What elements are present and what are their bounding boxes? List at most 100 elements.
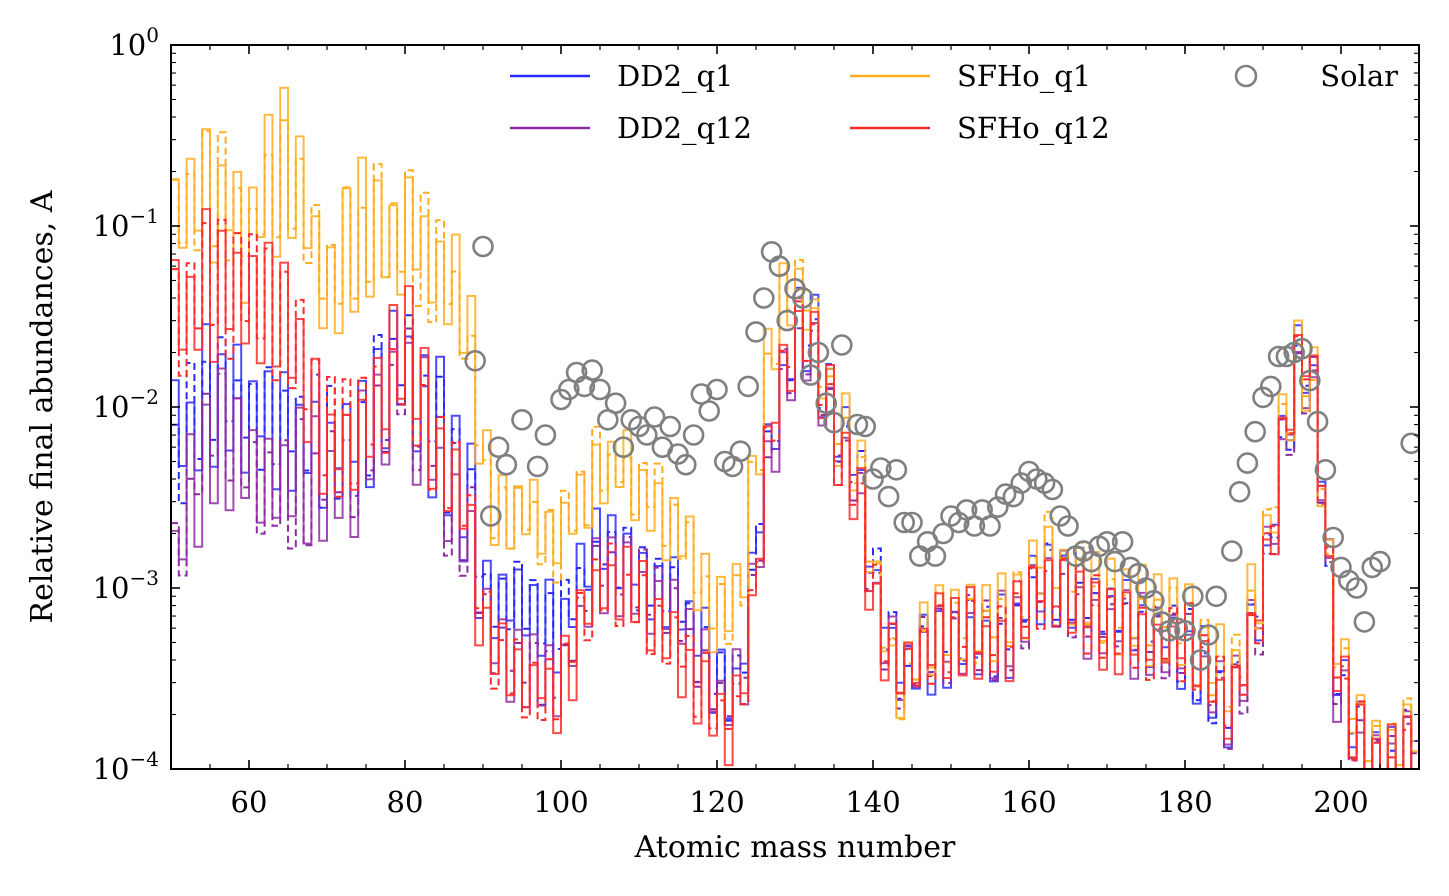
solar-point	[1345, 577, 1368, 599]
solar-point	[557, 378, 580, 401]
solar-point	[511, 408, 533, 431]
x-tick-label: 160	[1001, 785, 1056, 819]
solar-point	[729, 440, 752, 463]
solar-point	[1228, 480, 1251, 503]
solar-point	[1174, 619, 1196, 642]
solar-point	[885, 458, 908, 481]
solar-point	[768, 255, 791, 278]
solar-point	[674, 453, 697, 476]
x-tick-label: 180	[1157, 785, 1212, 819]
solar-point	[979, 515, 1001, 537]
solar-point	[1306, 410, 1329, 433]
solar-point	[799, 364, 822, 386]
solar-point	[932, 522, 955, 545]
y-tick-label: 10−4	[93, 747, 159, 786]
solar-point	[698, 400, 721, 422]
solar-point	[1182, 585, 1204, 608]
solar-point	[1353, 611, 1376, 633]
solar-point	[1314, 458, 1337, 481]
solar-markers	[464, 235, 1419, 671]
solar-point	[581, 359, 604, 381]
axis-ticks: 60 80 100 120 140 160 180 200 10−4 10−3 10−2 10−1 10…	[93, 23, 1420, 819]
solar-point	[1018, 460, 1040, 483]
solar-point	[1291, 337, 1313, 360]
solar-point	[830, 334, 853, 356]
series-layer	[171, 86, 1419, 769]
solar-point	[1338, 569, 1360, 592]
solar-point	[659, 415, 682, 438]
solar-point	[1299, 369, 1321, 392]
solar-point	[745, 321, 767, 343]
solar-point	[1400, 432, 1419, 455]
legend-label-dd2-q1: DD2_q1	[617, 59, 733, 94]
y-axis-title: Relative final abundances, A	[25, 190, 60, 623]
solar-point	[776, 309, 799, 332]
legend-label-sfho-q1: SFHo_q1	[957, 59, 1091, 94]
solar-point	[1010, 472, 1033, 494]
x-tick-label: 120	[689, 785, 744, 819]
x-tick-label: 200	[1313, 785, 1368, 819]
solar-point	[1057, 515, 1079, 537]
solar-point	[604, 392, 627, 415]
solar-point	[464, 349, 487, 372]
solar-point	[1189, 649, 1212, 671]
solar-point	[479, 505, 502, 527]
solar-point	[643, 406, 666, 428]
x-tick-label: 80	[387, 785, 424, 819]
solar-point	[472, 235, 494, 258]
x-axis-title: Atomic mass number	[634, 830, 956, 865]
x-tick-label: 100	[533, 785, 588, 819]
solar-point	[791, 287, 814, 309]
solar-point	[862, 468, 884, 490]
solar-point	[1221, 540, 1243, 562]
legend-label-solar: Solar	[1320, 59, 1398, 93]
solar-point	[807, 341, 830, 364]
solar-point	[1369, 550, 1391, 573]
series-line-sfho-q1-dashed	[171, 119, 1419, 769]
solar-point	[1260, 375, 1282, 398]
solar-point	[612, 436, 635, 459]
solar-point	[534, 424, 557, 446]
solar-point	[635, 424, 658, 446]
solar-point	[737, 375, 760, 398]
solar-point	[690, 383, 713, 405]
solar-point	[1267, 345, 1290, 368]
legend: DD2_q1 DD2_q12 SFHo_q1 SFHo_q12 Solar	[510, 59, 1398, 146]
solar-point	[760, 241, 783, 263]
solar-point	[495, 453, 518, 476]
x-tick-label: 140	[845, 785, 900, 819]
solar-point	[1252, 386, 1274, 409]
solar-point	[869, 457, 892, 479]
solar-point	[1096, 530, 1118, 553]
solar-point	[752, 287, 775, 309]
solar-point	[1244, 420, 1266, 443]
solar-point	[893, 511, 916, 534]
solar-point	[854, 415, 877, 438]
solar-point	[1143, 589, 1165, 612]
legend-marker-solar	[1234, 64, 1258, 88]
solar-point	[667, 443, 689, 465]
solar-point	[1111, 530, 1134, 553]
solar-point	[1197, 624, 1220, 646]
y-tick-label: 100	[109, 23, 159, 62]
solar-point	[877, 485, 900, 508]
solar-point	[1322, 526, 1344, 549]
solar-point	[924, 545, 947, 567]
solar-point	[487, 436, 510, 459]
legend-label-dd2-q12: DD2_q12	[617, 111, 752, 146]
x-tick-label: 60	[231, 785, 268, 819]
legend-label-sfho-q12: SFHo_q12	[957, 111, 1110, 146]
solar-point	[1205, 585, 1227, 608]
solar-point	[1236, 452, 1259, 474]
solar-point	[823, 411, 845, 434]
y-tick-label: 10−2	[93, 385, 159, 424]
solar-point	[682, 424, 705, 446]
y-tick-label: 10−1	[93, 204, 159, 243]
solar-point	[706, 378, 728, 401]
series-line-sfho-q12-dashed	[171, 218, 1413, 769]
solar-point	[526, 455, 549, 478]
solar-point	[815, 392, 838, 415]
solar-point	[846, 413, 869, 436]
solar-point	[589, 378, 611, 401]
